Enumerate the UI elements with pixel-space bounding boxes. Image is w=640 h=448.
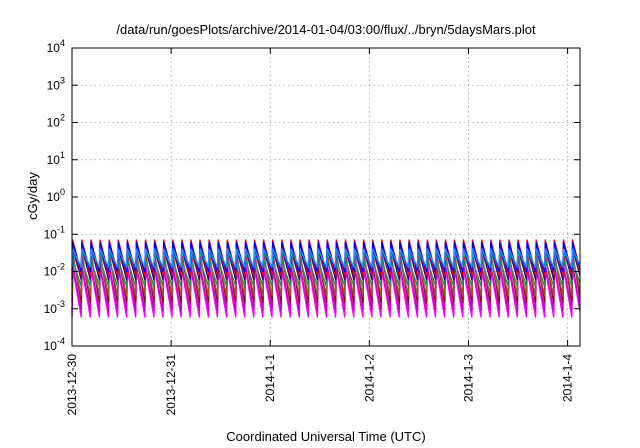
y-tick-label: 10-2 (44, 262, 65, 279)
series-line-4 (71, 256, 581, 297)
y-tick-label: 10-3 (44, 299, 65, 316)
series-group (71, 239, 581, 318)
x-tick-label: 2014-1-2 (362, 354, 376, 402)
y-tick-label: 10-4 (44, 336, 65, 353)
y-axis-label: cGy/day (25, 172, 40, 220)
x-tick-label: 2014-1-4 (561, 354, 575, 402)
y-tick-label: 100 (47, 187, 65, 204)
x-tick-label: 2014-1-3 (461, 354, 475, 402)
series-line-10 (71, 248, 581, 268)
series-line-1 (71, 267, 581, 318)
x-axis-label: Coordinated Universal Time (UTC) (226, 429, 425, 444)
chart-title: /data/run/goesPlots/archive/2014-01-04/0… (116, 22, 536, 37)
y-tick-label: 102 (47, 113, 65, 130)
plot-frame (71, 47, 581, 347)
series-line-5 (71, 259, 581, 287)
y-tick-label: 10-1 (44, 224, 65, 241)
x-tick-label: 2013-12-31 (164, 354, 178, 416)
axes: 10-4 10-3 10-2 10-1 100 101 102 103 104 2013-12-3… (44, 38, 580, 415)
series-line-2 (71, 264, 581, 312)
x-tick-label: 2014-1-1 (263, 354, 277, 402)
y-tick-label: 103 (47, 75, 65, 92)
y-tick-label: 101 (47, 150, 65, 167)
y-tick-label: 104 (47, 38, 65, 55)
x-tick-label: 2013-12-30 (65, 354, 79, 416)
